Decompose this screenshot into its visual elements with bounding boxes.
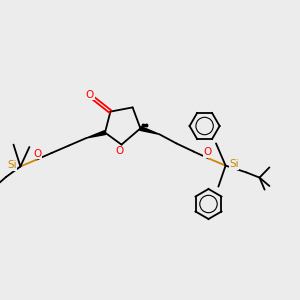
- Polygon shape: [86, 131, 106, 138]
- Text: O: O: [33, 148, 42, 159]
- Text: Si: Si: [229, 159, 239, 169]
- Polygon shape: [140, 127, 160, 134]
- Text: O: O: [86, 89, 94, 100]
- Text: O: O: [204, 147, 212, 158]
- Text: Si: Si: [7, 160, 17, 170]
- Text: O: O: [116, 146, 124, 156]
